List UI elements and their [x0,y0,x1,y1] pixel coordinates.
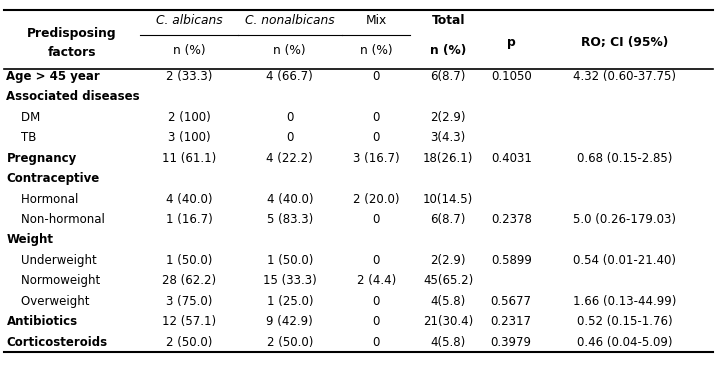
Text: p: p [507,36,516,50]
Text: 4 (66.7): 4 (66.7) [266,70,313,83]
Text: 2(2.9): 2(2.9) [431,254,466,267]
Text: 4.32 (0.60-37.75): 4.32 (0.60-37.75) [573,70,676,83]
Text: Total: Total [431,14,465,27]
Text: 0: 0 [372,295,380,308]
Text: 0.4031: 0.4031 [491,152,531,165]
Text: Underweight: Underweight [6,254,97,267]
Text: factors: factors [48,46,96,59]
Text: 2 (100): 2 (100) [168,111,210,124]
Text: Hormonal: Hormonal [6,193,79,206]
Text: Corticosteroids: Corticosteroids [6,335,107,349]
Text: C. albicans: C. albicans [156,14,222,27]
Text: 0: 0 [372,70,380,83]
Text: 11 (61.1): 11 (61.1) [162,152,216,165]
Text: 3(4.3): 3(4.3) [431,131,466,144]
Text: n (%): n (%) [430,44,467,57]
Text: 1.66 (0.13-44.99): 1.66 (0.13-44.99) [573,295,676,308]
Text: 5.0 (0.26-179.03): 5.0 (0.26-179.03) [573,213,676,226]
Text: Normoweight: Normoweight [6,274,101,287]
Text: 6(8.7): 6(8.7) [431,70,466,83]
Text: Antibiotics: Antibiotics [6,315,78,328]
Text: 4(5.8): 4(5.8) [431,295,466,308]
Text: 0.2317: 0.2317 [491,315,531,328]
Text: 6(8.7): 6(8.7) [431,213,466,226]
Text: 15 (33.3): 15 (33.3) [263,274,317,287]
Text: 4(5.8): 4(5.8) [431,335,466,349]
Text: 2 (50.0): 2 (50.0) [166,335,212,349]
Text: 0.3979: 0.3979 [491,335,531,349]
Text: 10(14.5): 10(14.5) [423,193,473,206]
Text: 0: 0 [286,111,294,124]
Text: Weight: Weight [6,233,53,246]
Text: 5 (83.3): 5 (83.3) [266,213,313,226]
Text: 0.5899: 0.5899 [491,254,531,267]
Text: n (%): n (%) [360,44,392,57]
Text: 4 (40.0): 4 (40.0) [166,193,212,206]
Text: 0: 0 [372,335,380,349]
Text: 18(26.1): 18(26.1) [423,152,473,165]
Text: n (%): n (%) [274,44,306,57]
Text: 28 (62.2): 28 (62.2) [162,274,216,287]
Text: 0.54 (0.01-21.40): 0.54 (0.01-21.40) [573,254,676,267]
Text: 2 (20.0): 2 (20.0) [353,193,400,206]
Text: 0.2378: 0.2378 [491,213,531,226]
Text: n (%): n (%) [173,44,205,57]
Text: 1 (50.0): 1 (50.0) [266,254,313,267]
Text: 0: 0 [372,213,380,226]
Text: 0: 0 [372,315,380,328]
Text: 45(65.2): 45(65.2) [423,274,473,287]
Text: 0.52 (0.15-1.76): 0.52 (0.15-1.76) [577,315,672,328]
Text: 0.5677: 0.5677 [491,295,531,308]
Text: Non-hormonal: Non-hormonal [6,213,105,226]
Text: 0.1050: 0.1050 [491,70,531,83]
Text: Overweight: Overweight [6,295,90,308]
Text: Mix: Mix [366,14,387,27]
Text: RO; CI (95%): RO; CI (95%) [581,36,668,50]
Text: 4 (40.0): 4 (40.0) [266,193,313,206]
Text: 1 (16.7): 1 (16.7) [166,213,212,226]
Text: Associated diseases: Associated diseases [6,90,140,104]
Text: 1 (50.0): 1 (50.0) [166,254,212,267]
Text: 0.46 (0.04-5.09): 0.46 (0.04-5.09) [577,335,672,349]
Text: 4 (22.2): 4 (22.2) [266,152,313,165]
Text: 2 (50.0): 2 (50.0) [266,335,313,349]
Text: 21(30.4): 21(30.4) [423,315,473,328]
Text: 3 (75.0): 3 (75.0) [166,295,212,308]
Text: 12 (57.1): 12 (57.1) [162,315,216,328]
Text: 9 (42.9): 9 (42.9) [266,315,313,328]
Text: 0.68 (0.15-2.85): 0.68 (0.15-2.85) [577,152,672,165]
Text: 3 (16.7): 3 (16.7) [353,152,400,165]
Text: 0: 0 [372,131,380,144]
Text: 2 (33.3): 2 (33.3) [166,70,212,83]
Text: Contraceptive: Contraceptive [6,172,100,185]
Text: TB: TB [6,131,37,144]
Text: C. nonalbicans: C. nonalbicans [245,14,335,27]
Text: Pregnancy: Pregnancy [6,152,77,165]
Text: 2 (4.4): 2 (4.4) [356,274,396,287]
Text: 0: 0 [372,254,380,267]
Text: DM: DM [6,111,41,124]
Text: 1 (25.0): 1 (25.0) [266,295,313,308]
Text: 2(2.9): 2(2.9) [431,111,466,124]
Text: Age > 45 year: Age > 45 year [6,70,100,83]
Text: 0: 0 [372,111,380,124]
Text: 3 (100): 3 (100) [168,131,210,144]
Text: Predisposing: Predisposing [27,27,117,40]
Text: 0: 0 [286,131,294,144]
